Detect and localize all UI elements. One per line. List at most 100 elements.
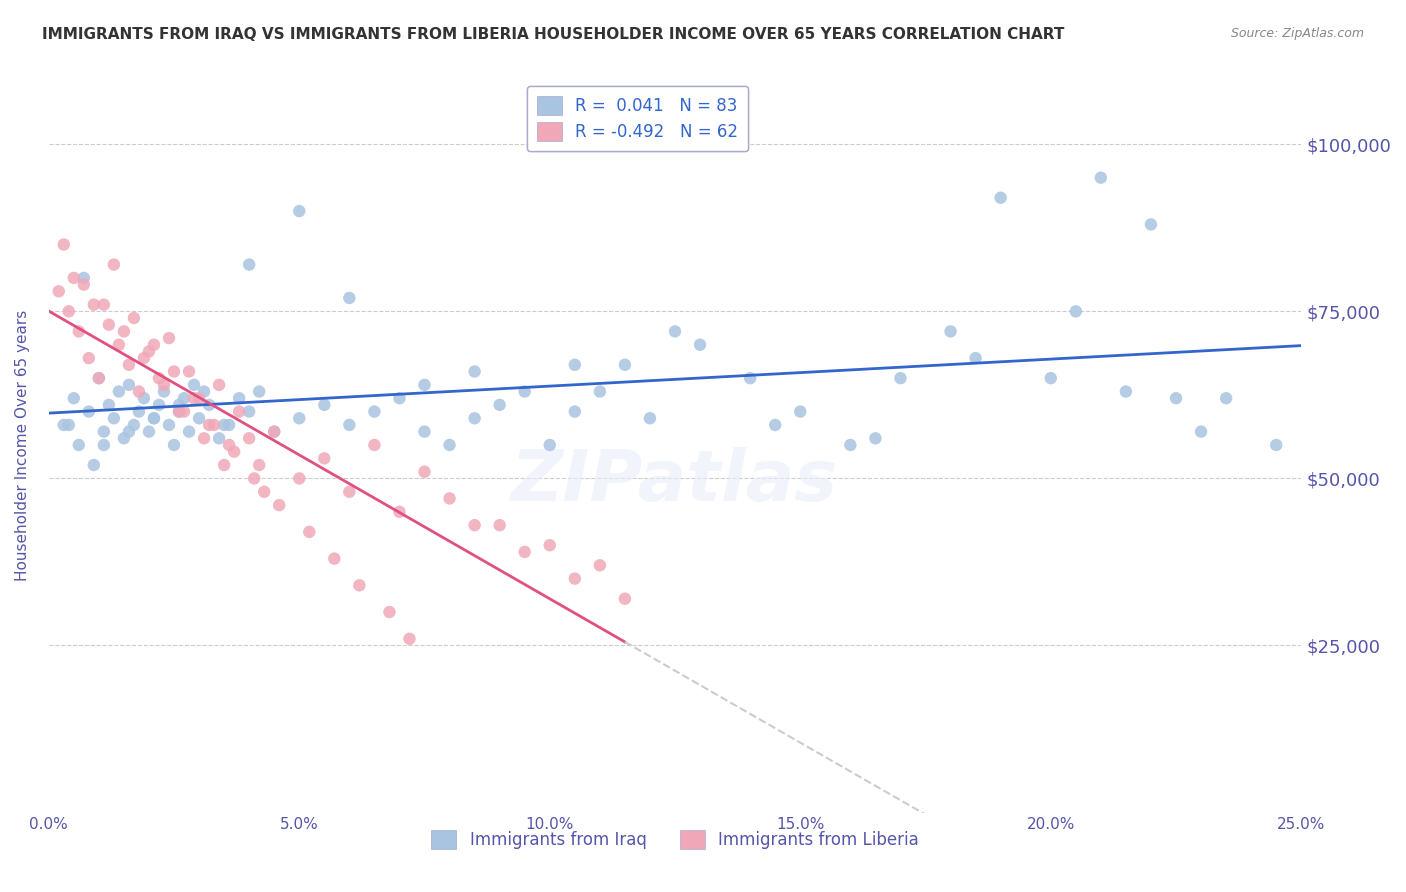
Point xyxy=(740,371,762,385)
Point xyxy=(157,417,180,432)
Point xyxy=(153,384,176,399)
Point xyxy=(188,391,211,405)
Point xyxy=(112,325,135,339)
Point xyxy=(157,331,180,345)
Point xyxy=(337,291,360,305)
Point xyxy=(288,411,311,425)
Point xyxy=(202,417,225,432)
Point xyxy=(564,358,586,372)
Point xyxy=(1064,304,1087,318)
Point xyxy=(188,411,211,425)
Point xyxy=(108,337,131,351)
Point xyxy=(388,391,411,405)
Point xyxy=(218,438,240,452)
Point xyxy=(1189,425,1212,439)
Point xyxy=(349,578,371,592)
Point xyxy=(990,191,1012,205)
Point xyxy=(243,471,266,485)
Point xyxy=(128,404,150,418)
Point xyxy=(965,351,987,365)
Point xyxy=(1265,438,1288,452)
Point xyxy=(314,398,336,412)
Point xyxy=(388,505,411,519)
Point xyxy=(464,518,486,533)
Point xyxy=(224,444,246,458)
Point xyxy=(398,632,420,646)
Point xyxy=(247,458,270,472)
Point xyxy=(263,425,285,439)
Point xyxy=(77,404,100,418)
Point xyxy=(167,404,190,418)
Point xyxy=(247,384,270,399)
Point xyxy=(183,391,205,405)
Point xyxy=(67,325,90,339)
Point xyxy=(167,404,190,418)
Point xyxy=(163,438,186,452)
Point xyxy=(198,417,221,432)
Point xyxy=(538,438,561,452)
Point xyxy=(228,404,250,418)
Point xyxy=(613,591,636,606)
Point xyxy=(1215,391,1237,405)
Point xyxy=(488,518,510,533)
Point xyxy=(564,572,586,586)
Point xyxy=(1140,218,1163,232)
Point xyxy=(1090,170,1112,185)
Point xyxy=(77,351,100,365)
Point xyxy=(263,425,285,439)
Point xyxy=(87,371,110,385)
Point xyxy=(177,425,200,439)
Point xyxy=(238,258,260,272)
Point xyxy=(589,384,612,399)
Point xyxy=(183,377,205,392)
Point xyxy=(138,425,160,439)
Point xyxy=(193,384,215,399)
Point xyxy=(564,404,586,418)
Point xyxy=(122,311,145,326)
Point xyxy=(288,471,311,485)
Point xyxy=(218,417,240,432)
Point xyxy=(314,451,336,466)
Point xyxy=(839,438,862,452)
Point xyxy=(58,417,80,432)
Point xyxy=(238,431,260,445)
Point xyxy=(97,398,120,412)
Point xyxy=(413,377,436,392)
Point xyxy=(589,558,612,573)
Point xyxy=(865,431,887,445)
Point xyxy=(52,237,75,252)
Point xyxy=(87,371,110,385)
Legend: R =  0.041   N = 83, R = -0.492   N = 62: R = 0.041 N = 83, R = -0.492 N = 62 xyxy=(527,86,748,151)
Point xyxy=(132,351,155,365)
Text: Source: ZipAtlas.com: Source: ZipAtlas.com xyxy=(1230,27,1364,40)
Point xyxy=(538,538,561,552)
Point xyxy=(208,431,231,445)
Point xyxy=(112,431,135,445)
Point xyxy=(103,411,125,425)
Point xyxy=(73,277,96,292)
Point xyxy=(363,438,385,452)
Point xyxy=(93,298,115,312)
Point xyxy=(163,364,186,378)
Point xyxy=(413,425,436,439)
Point xyxy=(143,337,166,351)
Point xyxy=(439,491,461,506)
Point xyxy=(228,391,250,405)
Point xyxy=(148,371,170,385)
Point xyxy=(83,458,105,472)
Point xyxy=(253,484,276,499)
Point xyxy=(62,271,84,285)
Point xyxy=(48,285,70,299)
Point xyxy=(664,325,686,339)
Point xyxy=(138,344,160,359)
Y-axis label: Householder Income Over 65 years: Householder Income Over 65 years xyxy=(15,310,30,581)
Point xyxy=(1039,371,1062,385)
Point xyxy=(337,484,360,499)
Point xyxy=(323,551,346,566)
Point xyxy=(298,524,321,539)
Point xyxy=(153,377,176,392)
Point xyxy=(128,384,150,399)
Point xyxy=(83,298,105,312)
Point xyxy=(889,371,911,385)
Point xyxy=(198,398,221,412)
